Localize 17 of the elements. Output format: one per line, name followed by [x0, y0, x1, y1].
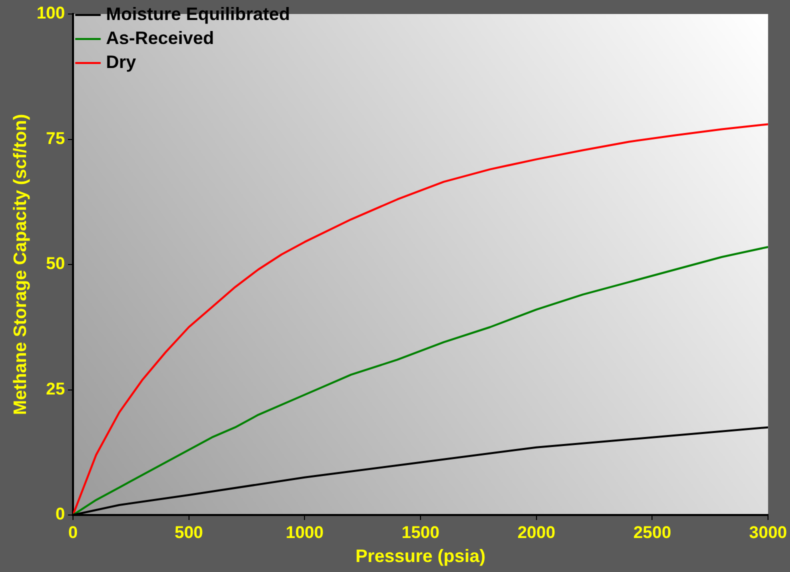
y-tick-label: 50 [46, 254, 65, 274]
y-tick-label: 0 [55, 504, 65, 524]
x-axis-title: Pressure (psia) [355, 546, 486, 566]
x-tick-label: 0 [68, 522, 78, 542]
legend-label: As-Received [106, 28, 214, 48]
y-tick-label: 100 [36, 4, 65, 23]
y-axis-title: Methane Storage Capacity (scf/ton) [10, 114, 30, 416]
x-tick-label: 1000 [286, 522, 324, 542]
y-tick-label: 75 [46, 128, 65, 148]
legend-label: Dry [106, 52, 136, 72]
x-tick-label: 1500 [402, 522, 440, 542]
x-tick-label: 2500 [633, 522, 672, 542]
x-tick-label: 2000 [517, 522, 556, 542]
x-tick-label: 500 [174, 522, 204, 542]
legend-label: Moisture Equilibrated [106, 4, 290, 24]
y-tick-label: 25 [46, 379, 65, 398]
x-tick-label: 3000 [749, 522, 788, 542]
